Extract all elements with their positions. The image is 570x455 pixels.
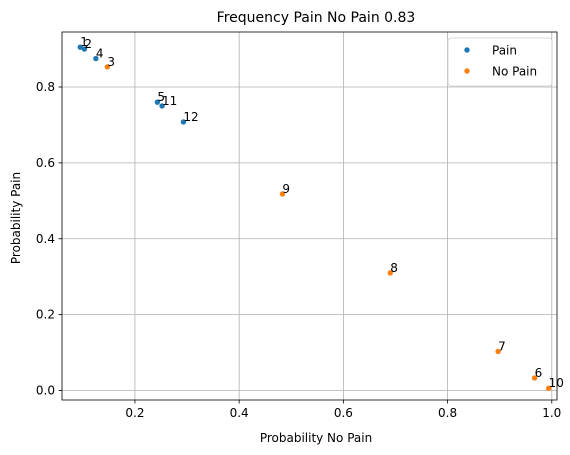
- plot-frame: [61, 31, 558, 401]
- data-point: [93, 55, 99, 62]
- data-points: [77, 44, 552, 391]
- data-point: [531, 375, 538, 381]
- data-point: [495, 348, 501, 355]
- data-point: [154, 99, 161, 105]
- y-tick-label: 0.2: [36, 308, 55, 322]
- point-label: 11: [162, 94, 177, 108]
- y-tick-label: 0.8: [36, 80, 55, 94]
- point-label: 1: [80, 35, 88, 49]
- data-point: [81, 46, 88, 52]
- y-tick-label: 0.4: [36, 232, 55, 246]
- data-point: [77, 44, 83, 50]
- point-label: 10: [549, 376, 564, 390]
- point-label: 12: [183, 110, 198, 124]
- y-axis-label: Probability Pain: [9, 172, 23, 264]
- legend-marker: [464, 68, 470, 74]
- point-label: 8: [390, 261, 398, 275]
- legend: Pain No Pain: [447, 37, 553, 87]
- x-axis-label: Probability No Pain: [260, 431, 372, 445]
- point-label: 7: [498, 339, 506, 353]
- point-label: 2: [84, 37, 92, 51]
- point-label: 3: [107, 55, 115, 69]
- point-label: 4: [96, 47, 104, 61]
- data-point: [545, 385, 552, 391]
- data-point: [180, 119, 187, 125]
- legend-label: Pain: [492, 44, 517, 58]
- axis-ticks: 0.2 0.4 0.6 0.8 1.0 0.0 0.2 0.4 0.6 0.8: [36, 80, 561, 420]
- y-tick-label: 0.0: [36, 384, 55, 398]
- x-tick-label: 0.4: [230, 406, 249, 420]
- point-label: 5: [157, 90, 165, 104]
- data-point: [159, 103, 165, 109]
- chart-title: Frequency Pain No Pain 0.83: [217, 10, 416, 26]
- x-tick-label: 0.8: [438, 406, 457, 420]
- legend-marker: [464, 47, 470, 53]
- point-label: 6: [535, 366, 543, 380]
- data-point: [279, 191, 286, 197]
- grid: [62, 32, 557, 400]
- data-point: [387, 270, 393, 276]
- data-point: [104, 64, 111, 70]
- y-tick-label: 0.6: [36, 156, 55, 170]
- x-tick-label: 1.0: [542, 406, 561, 420]
- legend-box: [447, 37, 553, 87]
- legend-label: No Pain: [492, 65, 537, 79]
- x-tick-label: 0.2: [125, 406, 144, 420]
- point-label: 9: [282, 182, 290, 196]
- x-tick-label: 0.6: [334, 406, 353, 420]
